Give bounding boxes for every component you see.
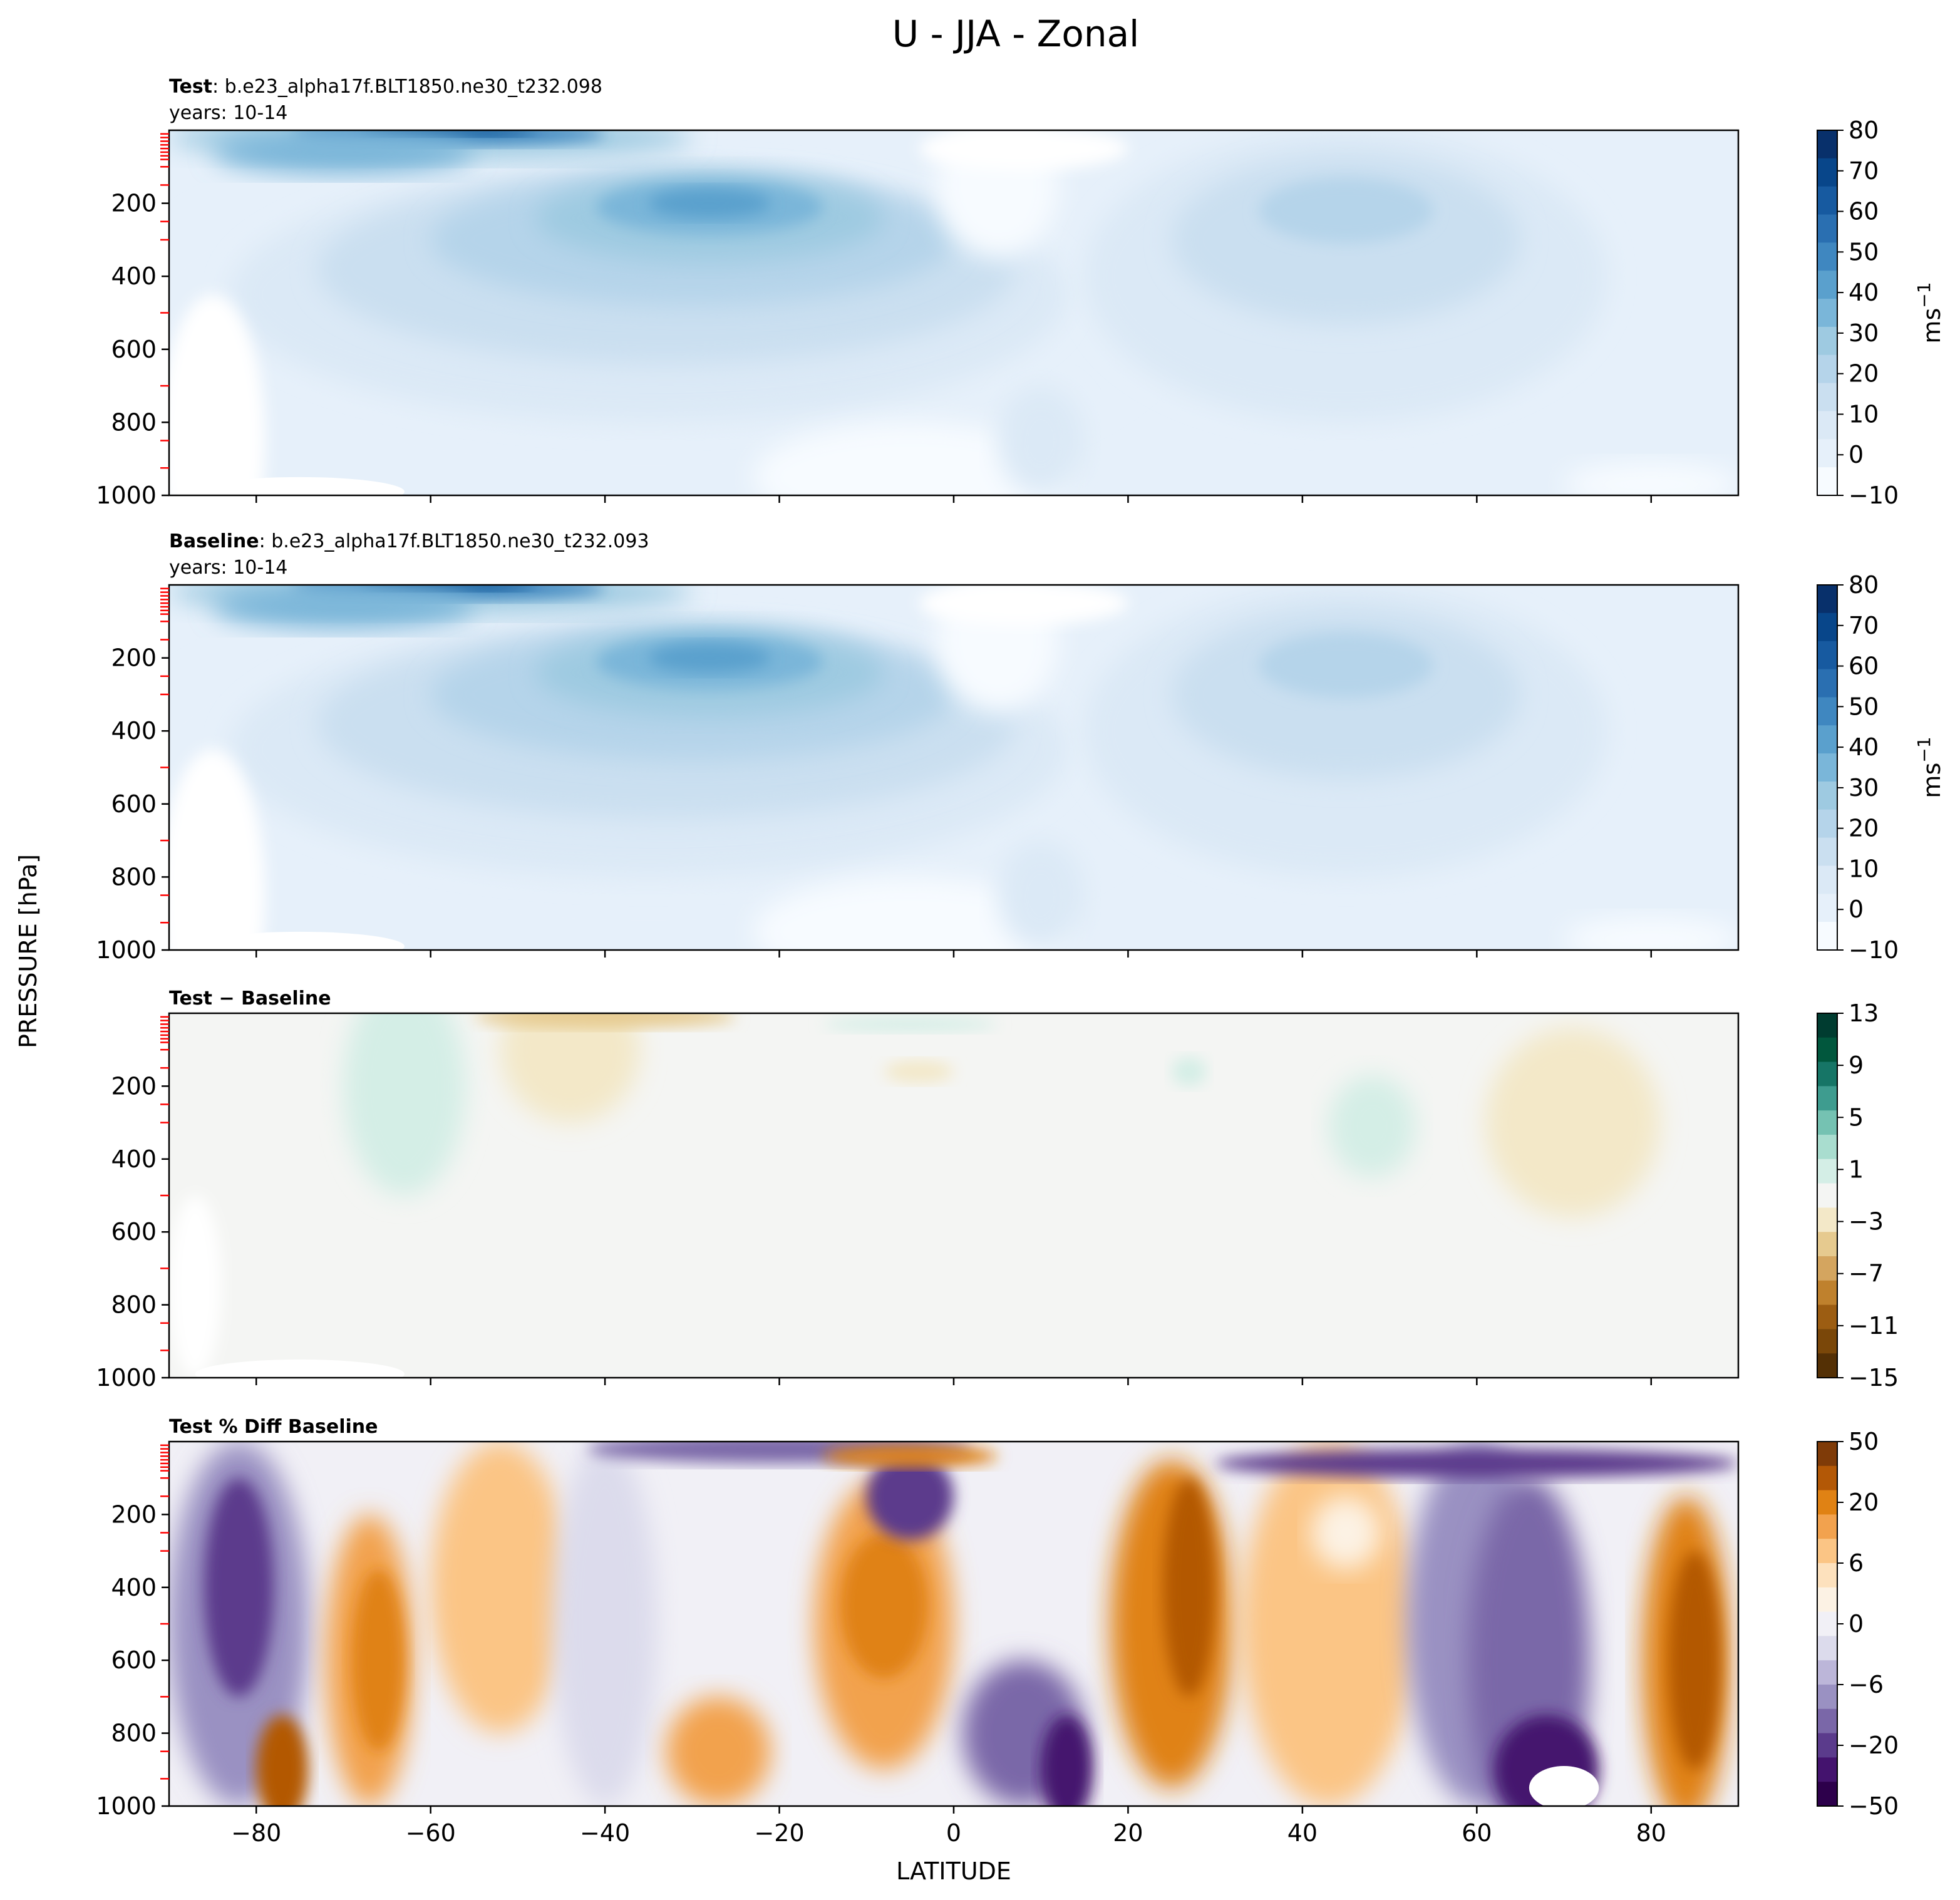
- colorbar-tick-label: 60: [1849, 198, 1879, 225]
- x-axis-label: LATITUDE: [896, 1857, 1011, 1885]
- colorbar-tick-label: −11: [1849, 1312, 1899, 1340]
- panel-years: years: 10-14: [169, 557, 287, 579]
- x-tick-label: 40: [1287, 1819, 1318, 1847]
- colorbar-tick-label: −10: [1849, 936, 1899, 964]
- x-tick-label: −60: [406, 1819, 456, 1847]
- colorbar-tick-label: 30: [1849, 774, 1879, 802]
- colorbar-tick-label: 50: [1849, 238, 1879, 266]
- colorbar-tick-label: −10: [1849, 482, 1899, 509]
- colorbar: 50 20 6 0 −6 −20 −50: [1817, 1428, 1899, 1820]
- x-tick-label: 80: [1636, 1819, 1666, 1847]
- colorbar-tick-label: 13: [1849, 999, 1879, 1027]
- y-tick-label: 600: [111, 790, 157, 818]
- colorbar-tick-label: 10: [1849, 400, 1879, 428]
- figure-title: U - JJA - Zonal: [892, 13, 1140, 55]
- panel-title: Test − Baseline: [169, 988, 331, 1009]
- x-tick-label: −80: [231, 1819, 281, 1847]
- y-tick-label: 800: [111, 1720, 157, 1747]
- y-tick-label: 800: [111, 408, 157, 436]
- colorbar-tick-label: 0: [1849, 896, 1864, 923]
- y-tick-label: 600: [111, 1646, 157, 1674]
- y-tick-label: 200: [111, 190, 157, 217]
- y-tick-label: 800: [111, 1291, 157, 1319]
- colorbar-tick-label: 70: [1849, 612, 1879, 639]
- colorbar-tick-label: 20: [1849, 1489, 1879, 1516]
- colorbar-tick-label: 80: [1849, 571, 1879, 599]
- panel-title: Test: b.e23_alpha17f.BLT1850.ne30_t232.0…: [169, 76, 602, 98]
- y-tick-label: 400: [111, 262, 157, 290]
- colorbar-tick-label: 70: [1849, 157, 1879, 185]
- y-tick-label: 200: [111, 1072, 157, 1100]
- y-tick-label: 1000: [96, 1792, 157, 1820]
- colorbar-tick-label: 9: [1849, 1051, 1864, 1079]
- contour-field: [169, 1442, 1738, 1806]
- y-tick-label: 800: [111, 863, 157, 891]
- colorbar-tick-label: 6: [1849, 1549, 1864, 1577]
- colorbar-tick-label: 1: [1849, 1155, 1864, 1183]
- colorbar-tick-label: −50: [1849, 1792, 1899, 1820]
- colorbar: 80 70 60 50 40 30 20 10 0 −10 ms−1: [1817, 571, 1946, 964]
- colorbar-tick-label: −3: [1849, 1208, 1884, 1236]
- y-tick-label: 200: [111, 1500, 157, 1528]
- colorbar-tick-label: 50: [1849, 1428, 1879, 1455]
- x-tick-label: −20: [754, 1819, 804, 1847]
- x-tick-label: −40: [580, 1819, 630, 1847]
- panel-title: Baseline: b.e23_alpha17f.BLT1850.ne30_t2…: [169, 530, 649, 552]
- y-tick-label: 400: [111, 1145, 157, 1173]
- colorbar-tick-label: 20: [1849, 360, 1879, 388]
- contour-field: [169, 585, 1738, 950]
- colorbar-tick-label: −20: [1849, 1732, 1899, 1759]
- colorbar-tick-label: 30: [1849, 319, 1879, 347]
- panel-1: Test: b.e23_alpha17f.BLT1850.ne30_t232.0…: [96, 76, 1946, 509]
- colorbar-units-label: ms−1: [1914, 736, 1946, 798]
- contour-field: [169, 1013, 1738, 1378]
- panel-title: Test % Diff Baseline: [169, 1416, 378, 1438]
- x-tick-label: 60: [1462, 1819, 1492, 1847]
- colorbar: 80 70 60 50 40 30 20 10 0 −10 ms−1: [1817, 116, 1946, 509]
- y-tick-label: 600: [111, 1218, 157, 1246]
- contour-field: [169, 130, 1738, 495]
- y-tick-label: 1000: [96, 1364, 157, 1391]
- colorbar-tick-label: −6: [1849, 1671, 1884, 1698]
- y-tick-label: 400: [111, 717, 157, 745]
- panel-years: years: 10-14: [169, 102, 287, 124]
- colorbar-tick-label: 20: [1849, 815, 1879, 842]
- colorbar: 13 9 5 1 −3 −7 −11 −15: [1817, 999, 1899, 1391]
- colorbar-tick-label: 0: [1849, 1610, 1864, 1638]
- y-tick-label: 400: [111, 1574, 157, 1601]
- y-axis-label: PRESSURE [hPa]: [14, 854, 42, 1048]
- x-tick-label: 0: [946, 1819, 961, 1847]
- colorbar-tick-label: 60: [1849, 653, 1879, 680]
- colorbar-tick-label: 80: [1849, 116, 1879, 144]
- colorbar-tick-label: 40: [1849, 733, 1879, 761]
- colorbar-units-label: ms−1: [1914, 282, 1946, 343]
- colorbar-tick-label: 50: [1849, 693, 1879, 720]
- panel-4: Test % Diff Baseline2004006008001000−80−…: [96, 1416, 1899, 1847]
- x-tick-label: 20: [1113, 1819, 1143, 1847]
- panel-3: Test − Baseline 200 400 600 800 1000 13 9 5 1 −3 −7…: [96, 988, 1899, 1391]
- colorbar-tick-label: 0: [1849, 441, 1864, 468]
- y-tick-label: 200: [111, 644, 157, 672]
- colorbar-tick-label: 40: [1849, 279, 1879, 306]
- colorbar-tick-label: 5: [1849, 1103, 1864, 1131]
- colorbar-tick-label: 10: [1849, 855, 1879, 882]
- y-tick-label: 600: [111, 336, 157, 363]
- colorbar-tick-label: −7: [1849, 1260, 1884, 1288]
- y-tick-label: 1000: [96, 482, 157, 509]
- y-tick-label: 1000: [96, 936, 157, 964]
- panel-2: Baseline: b.e23_alpha17f.BLT1850.ne30_t2…: [96, 530, 1946, 964]
- colorbar-tick-label: −15: [1849, 1364, 1899, 1391]
